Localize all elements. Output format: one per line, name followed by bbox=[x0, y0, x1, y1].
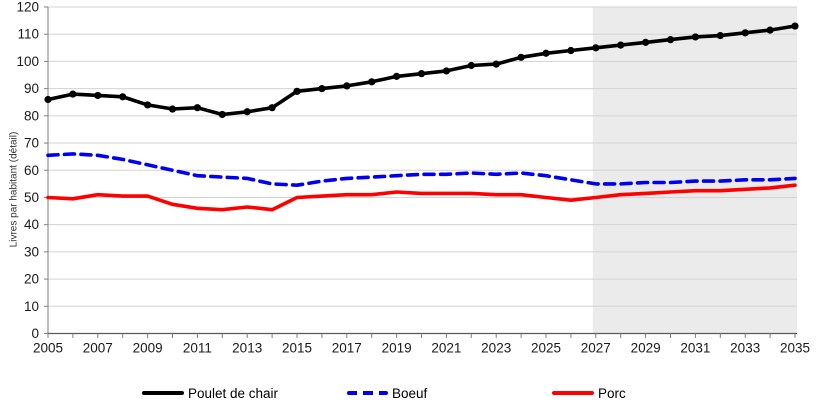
plot-area: 0 10 20 30 40 50 60 70 80 90 100 110 120 2005 2007 2009… bbox=[16, 0, 810, 356]
y-tick-label-0: 0 bbox=[31, 326, 39, 341]
y-tick-label-110: 110 bbox=[17, 27, 39, 42]
legend-label-boeuf: Boeuf bbox=[392, 385, 428, 401]
data-point-marker bbox=[617, 41, 625, 49]
y-tick-label-80: 80 bbox=[24, 108, 39, 123]
data-point-marker bbox=[417, 70, 426, 78]
y-tick-label-40: 40 bbox=[24, 217, 39, 232]
data-point-marker bbox=[716, 31, 724, 40]
x-tick-label-2031: 2031 bbox=[680, 341, 710, 356]
x-tick-label-2029: 2029 bbox=[631, 341, 661, 356]
x-tick-label-2007: 2007 bbox=[83, 341, 113, 356]
x-tick-label-2017: 2017 bbox=[332, 341, 362, 356]
data-point-marker bbox=[218, 110, 226, 119]
data-point-marker bbox=[766, 26, 774, 34]
y-tick-label-50: 50 bbox=[24, 190, 39, 205]
data-point-marker bbox=[442, 67, 450, 75]
data-point-marker bbox=[293, 87, 301, 95]
data-point-marker bbox=[467, 61, 475, 70]
y-tick-label-20: 20 bbox=[24, 272, 39, 287]
y-tick-label-100: 100 bbox=[16, 54, 39, 69]
legend-item-poulet-de-chair: Poulet de chair bbox=[142, 384, 278, 402]
y-tick-label-60: 60 bbox=[24, 163, 39, 178]
x-tick-label-2035: 2035 bbox=[780, 341, 810, 356]
legend-item-boeuf: Boeuf bbox=[347, 384, 427, 402]
data-point-marker bbox=[94, 91, 102, 100]
y-tick-label-90: 90 bbox=[24, 81, 39, 96]
legend-item-porc: Porc bbox=[552, 384, 626, 402]
x-tick-label-2011: 2011 bbox=[183, 341, 212, 356]
x-tick-label-2009: 2009 bbox=[133, 341, 163, 356]
x-tick-label-2021: 2021 bbox=[431, 341, 461, 356]
data-point-marker bbox=[44, 95, 52, 104]
data-point-marker bbox=[642, 38, 650, 46]
data-point-marker bbox=[268, 104, 276, 112]
data-point-marker bbox=[741, 29, 749, 37]
data-point-marker bbox=[393, 72, 401, 80]
data-point-marker bbox=[69, 90, 77, 98]
data-point-marker bbox=[691, 33, 700, 41]
porc-line-swatch-icon bbox=[552, 391, 594, 395]
data-point-marker bbox=[791, 22, 799, 30]
x-tick-label-2019: 2019 bbox=[382, 341, 412, 356]
legend: Poulet de chair Boeuf Porc bbox=[0, 384, 820, 408]
data-point-marker bbox=[318, 85, 326, 93]
legend-label-porc: Porc bbox=[598, 385, 626, 401]
data-point-marker bbox=[492, 60, 500, 68]
y-tick-label-30: 30 bbox=[24, 244, 39, 259]
x-tick-label-2013: 2013 bbox=[232, 341, 262, 356]
data-point-marker bbox=[517, 53, 525, 61]
x-tick-label-2033: 2033 bbox=[730, 341, 760, 356]
y-tick-label-70: 70 bbox=[24, 136, 39, 151]
y-tick-label-10: 10 bbox=[24, 299, 39, 314]
data-point-marker bbox=[567, 46, 575, 55]
legend-label-poulet: Poulet de chair bbox=[188, 385, 279, 401]
series-line-boeuf bbox=[46, 152, 797, 187]
x-tick-label-2005: 2005 bbox=[33, 341, 63, 356]
x-tick-label-2015: 2015 bbox=[282, 341, 312, 356]
data-point-marker bbox=[119, 93, 127, 101]
data-point-marker bbox=[542, 49, 550, 57]
data-point-marker bbox=[343, 82, 351, 90]
data-point-marker bbox=[592, 44, 600, 52]
x-tick-label-2027: 2027 bbox=[581, 341, 611, 356]
y-tick-label-120: 120 bbox=[16, 0, 39, 15]
poulet-line-swatch-icon bbox=[142, 390, 184, 396]
data-point-marker bbox=[666, 36, 675, 44]
data-point-marker bbox=[144, 101, 152, 109]
boeuf-dashed-line-swatch-icon bbox=[347, 390, 388, 396]
series-line-porc bbox=[46, 183, 797, 212]
x-tick-label-2025: 2025 bbox=[531, 341, 561, 356]
data-point-marker bbox=[368, 78, 376, 86]
data-point-marker bbox=[243, 108, 251, 116]
x-tick-label-2023: 2023 bbox=[481, 341, 511, 356]
data-point-marker bbox=[193, 104, 201, 112]
y-axis-title: Livres par habitant (détail) bbox=[8, 131, 20, 248]
data-point-marker bbox=[168, 105, 177, 113]
